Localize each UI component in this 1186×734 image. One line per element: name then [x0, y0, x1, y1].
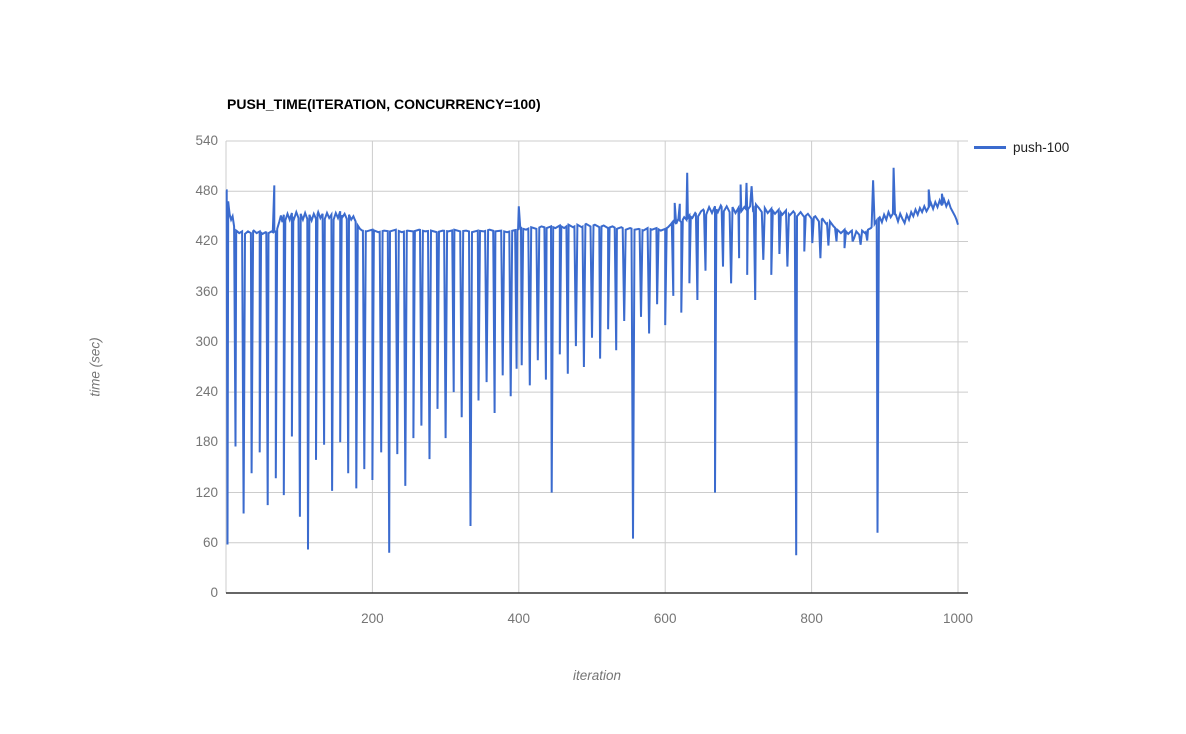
x-tick-label: 400 — [507, 611, 531, 626]
x-tick-label: 1000 — [942, 611, 974, 626]
x-tick-label: 200 — [361, 611, 384, 626]
y-tick-label: 60 — [202, 534, 218, 550]
y-tick-label: 540 — [195, 133, 218, 148]
y-axis-title: time (sec) — [87, 337, 103, 397]
y-tick-label: 300 — [195, 333, 218, 349]
y-tick-label: 240 — [195, 384, 218, 400]
legend-label: push-100 — [1013, 140, 1070, 155]
x-tick-label: 800 — [800, 611, 823, 626]
y-tick-label: 360 — [195, 283, 218, 299]
y-tick-label: 120 — [195, 484, 218, 500]
y-tick-label: 420 — [195, 233, 218, 249]
y-tick-label: 180 — [195, 434, 218, 450]
y-tick-label: 480 — [195, 183, 218, 199]
series-line-push-100 — [225, 167, 959, 556]
legend-line-swatch-icon — [974, 146, 1006, 149]
x-tick-label: 600 — [653, 611, 677, 626]
y-tick-label: 0 — [210, 585, 218, 600]
legend: push-100 — [974, 140, 1069, 155]
x-axis-title: iteration — [572, 668, 622, 683]
chart-title: PUSH_TIME(ITERATION, CONCURRENCY=100) — [227, 96, 541, 112]
